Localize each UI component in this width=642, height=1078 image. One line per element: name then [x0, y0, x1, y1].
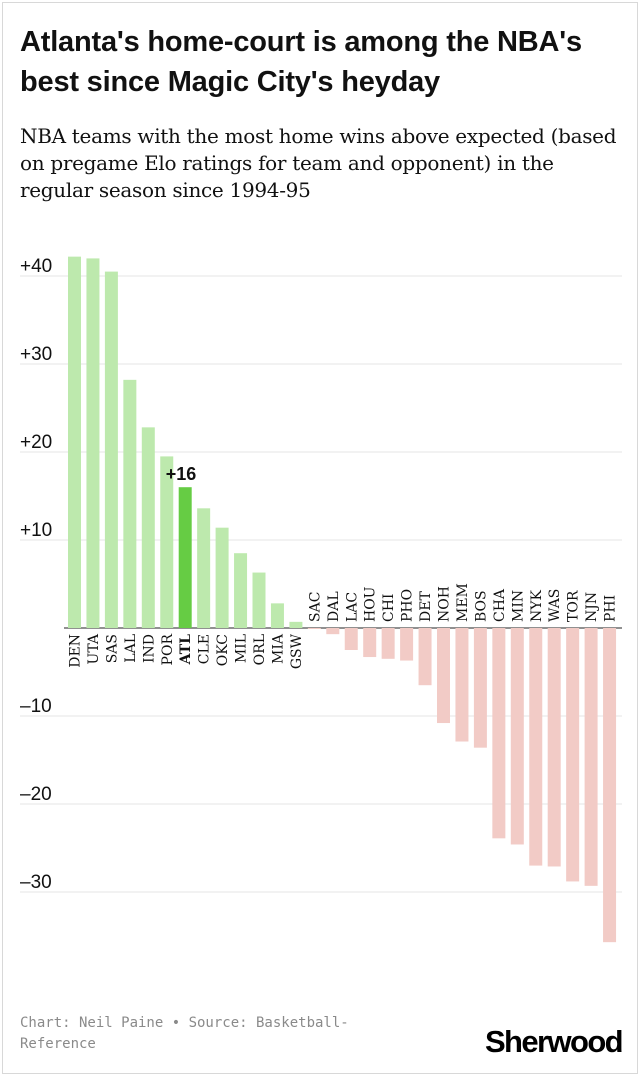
bar-was	[547, 628, 561, 867]
value-annotation: +16	[166, 464, 197, 484]
y-tick-label: +40	[20, 256, 52, 277]
bar-bos	[473, 628, 487, 748]
category-label: DEN	[68, 634, 84, 668]
sherwood-logo: Sherwood	[484, 1024, 624, 1059]
category-label: NYK	[529, 590, 545, 622]
bar-tor	[566, 628, 580, 882]
chart-credit: Chart: Neil Paine • Source: Basketball-R…	[20, 1015, 349, 1052]
bar-uta	[86, 258, 100, 628]
category-labels: DEN UTA SAS LAL IND POR ATL CLE OKC MIL ORL MIA GSWS…	[68, 583, 619, 669]
category-label: MIN	[510, 590, 526, 622]
bar-gsw	[289, 621, 303, 628]
category-label: POR	[160, 634, 176, 666]
bar-orl	[252, 572, 266, 628]
bar-ind	[141, 427, 155, 628]
category-label: SAS	[104, 634, 120, 663]
bar-njn	[584, 628, 598, 886]
chart-subtitle: NBA teams with the most home wins above …	[20, 124, 617, 202]
category-label: BOS	[473, 590, 489, 622]
category-label: HOU	[363, 586, 379, 622]
y-tick-label: +20	[20, 432, 52, 453]
y-tick-label: –20	[20, 784, 52, 805]
bar-min	[510, 628, 524, 845]
category-label: GSW	[289, 633, 305, 669]
category-label: LAC	[344, 592, 360, 622]
category-label: ORL	[252, 634, 268, 665]
bar-lac	[344, 628, 358, 650]
bar-pho	[400, 628, 414, 661]
bar-cha	[492, 628, 506, 839]
y-tick-label: +30	[20, 344, 52, 365]
gridlines	[20, 275, 622, 893]
y-tick-label: –30	[20, 872, 52, 893]
bar-dal	[326, 628, 340, 635]
bar-atl	[178, 487, 192, 628]
category-label: CHI	[381, 594, 397, 622]
bar-mil	[234, 553, 248, 628]
bar-nyk	[529, 628, 543, 866]
category-label: WAS	[547, 589, 563, 622]
category-label: DET	[418, 591, 434, 622]
category-label: UTA	[86, 633, 102, 664]
bar-lal	[123, 379, 137, 628]
bar-den	[68, 256, 81, 628]
y-tick-label: –10	[20, 696, 52, 717]
bar-mem	[455, 628, 469, 742]
annotations: +16	[166, 464, 197, 484]
bar-sas	[104, 271, 118, 628]
bar-noh	[437, 628, 450, 724]
category-label: TOR	[566, 590, 582, 622]
bar-chart: +40 +30 +20 +10 –10 –20 –30 DEN UTA SAS LAL IND POR…	[20, 256, 622, 943]
y-axis-ticks: +40 +30 +20 +10 –10 –20 –30	[20, 256, 52, 893]
category-label: DAL	[326, 591, 342, 622]
category-label: NJN	[584, 592, 600, 622]
bars	[68, 256, 617, 943]
category-label: SAC	[307, 592, 323, 622]
bar-phi	[603, 628, 617, 943]
category-label: NOH	[437, 586, 453, 622]
category-label: MIA	[270, 633, 286, 664]
chart-title: Atlanta's home-court is among the NBA's …	[20, 26, 582, 98]
y-tick-label: +10	[20, 520, 52, 541]
bar-cle	[197, 508, 211, 628]
bar-okc	[215, 527, 229, 628]
bar-por	[160, 456, 174, 628]
bar-hou	[363, 628, 377, 658]
category-label: ATL	[178, 634, 194, 666]
category-label: IND	[141, 634, 157, 663]
category-label: PHI	[603, 595, 619, 622]
category-label: MEM	[455, 583, 471, 622]
category-label: LAL	[123, 634, 139, 663]
bar-det	[418, 628, 432, 686]
category-label: OKC	[215, 634, 231, 666]
category-label: CHA	[492, 588, 508, 622]
bar-sac	[307, 628, 321, 629]
category-label: CLE	[197, 634, 213, 664]
bar-chi	[381, 628, 395, 659]
category-label: PHO	[400, 589, 416, 622]
category-label: MIL	[234, 634, 250, 663]
bar-mia	[270, 603, 284, 628]
